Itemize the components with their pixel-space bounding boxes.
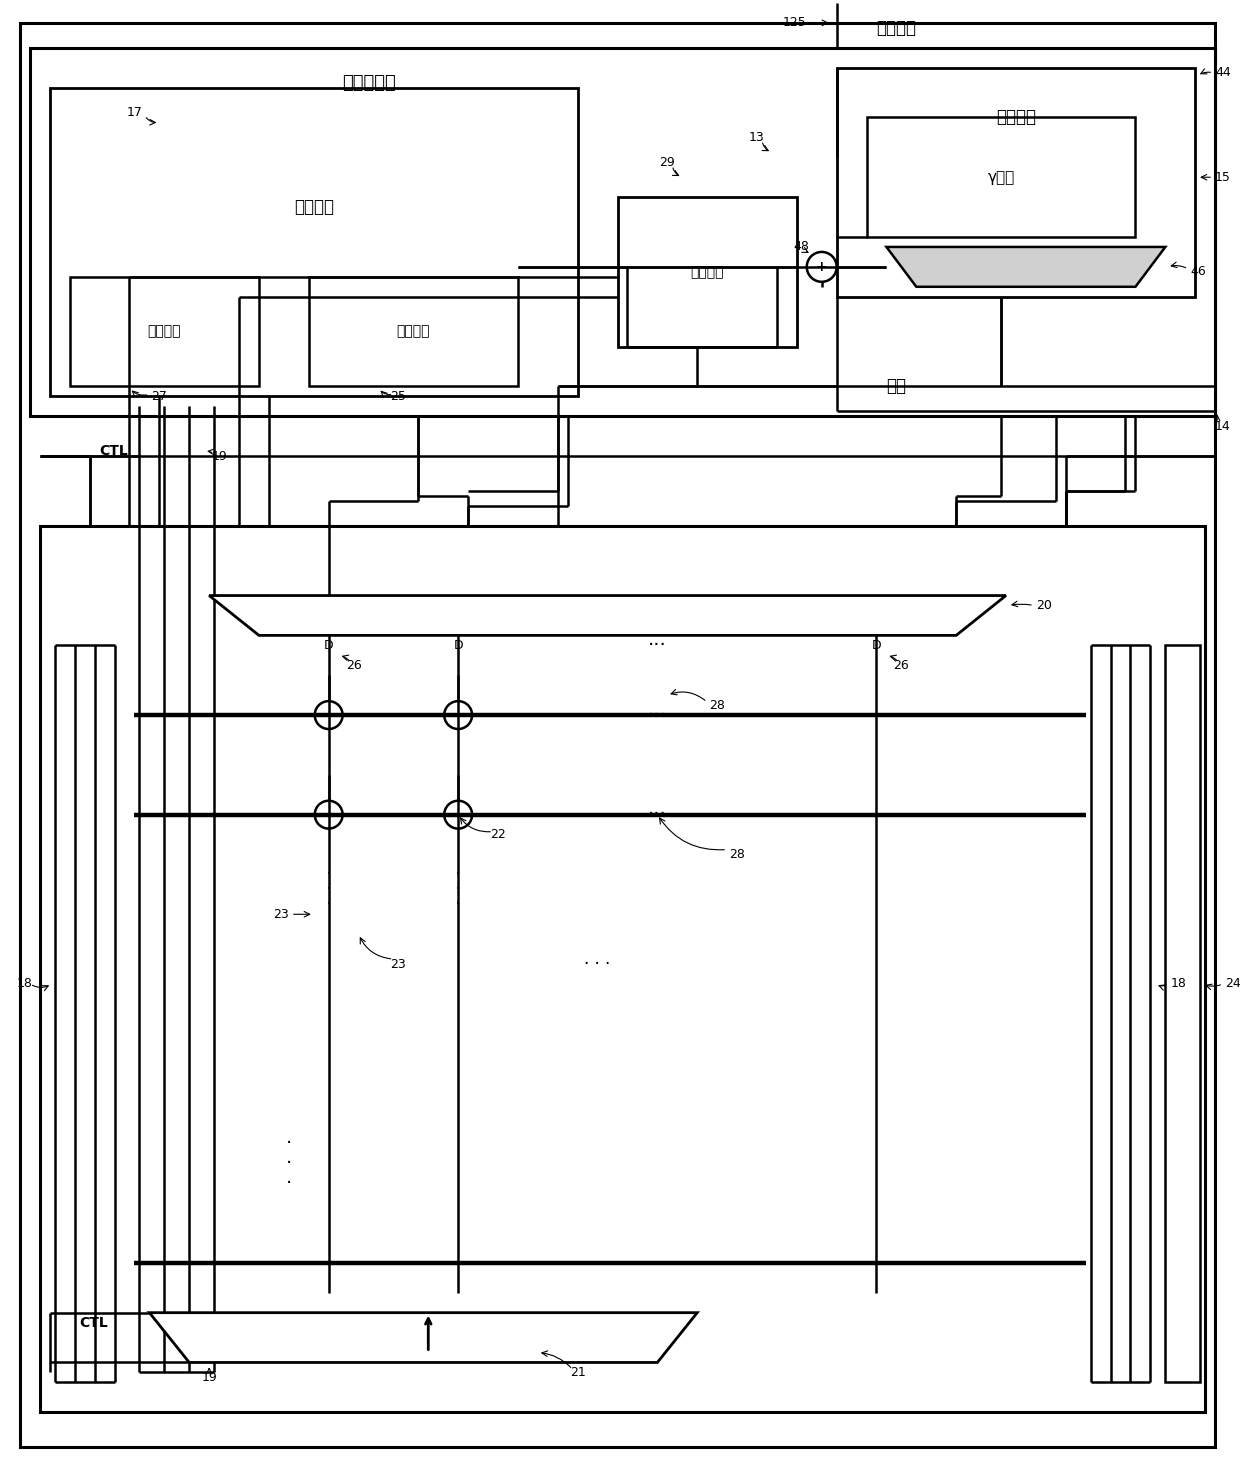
Text: CTL: CTL [79, 1316, 108, 1330]
Text: ·: · [285, 1173, 291, 1193]
Text: 补偿电路: 补偿电路 [294, 198, 334, 217]
Text: 数据电路: 数据电路 [996, 108, 1035, 126]
Text: 28: 28 [709, 699, 725, 712]
Text: ·: · [285, 1134, 291, 1153]
Text: +: + [816, 259, 827, 274]
Text: ·: · [455, 895, 461, 914]
Text: 驱动器电路: 驱动器电路 [342, 73, 396, 92]
Text: 偏压电路: 偏压电路 [148, 325, 181, 338]
Text: ···: ··· [649, 706, 667, 725]
Text: 27: 27 [151, 390, 167, 403]
Text: D: D [324, 639, 334, 652]
Bar [1166, 646, 1200, 1383]
Text: 18: 18 [1171, 977, 1187, 990]
Bar [69, 277, 259, 387]
Text: ·: · [326, 880, 332, 900]
Bar [30, 48, 1215, 416]
Text: 25: 25 [391, 390, 407, 403]
Polygon shape [887, 248, 1166, 287]
Text: ·: · [455, 864, 461, 883]
Text: γ电路: γ电路 [987, 170, 1014, 185]
Text: 数据: 数据 [887, 378, 906, 396]
Text: 26: 26 [346, 659, 361, 672]
Text: 48: 48 [794, 240, 810, 253]
Text: 图像数据: 图像数据 [877, 19, 916, 37]
Text: D: D [872, 639, 882, 652]
Text: 20: 20 [1035, 599, 1052, 612]
Bar [40, 526, 1205, 1412]
Text: 18: 18 [17, 977, 32, 990]
Polygon shape [149, 1313, 697, 1362]
Text: 21: 21 [570, 1365, 585, 1379]
Text: ·: · [326, 864, 332, 883]
Text: 22: 22 [490, 828, 506, 841]
Text: 感测电路: 感测电路 [397, 325, 430, 338]
Text: 13: 13 [749, 130, 765, 144]
Text: 17: 17 [126, 105, 143, 119]
Text: 44: 44 [1215, 66, 1231, 79]
Text: 46: 46 [1190, 265, 1207, 278]
Bar [309, 277, 518, 387]
Text: 23: 23 [273, 908, 289, 921]
Polygon shape [210, 596, 1006, 636]
Text: 14: 14 [1215, 420, 1231, 432]
Text: 28: 28 [729, 848, 745, 861]
Text: 存储装置: 存储装置 [691, 265, 724, 278]
Bar [618, 198, 797, 347]
Text: ·: · [326, 895, 332, 914]
Text: · · ·: · · · [584, 955, 611, 973]
Text: D: D [454, 639, 463, 652]
Text: ·: · [285, 1154, 291, 1173]
Bar [50, 88, 578, 397]
Text: 24: 24 [1225, 977, 1240, 990]
Text: 23: 23 [391, 958, 407, 971]
Text: 26: 26 [894, 659, 909, 672]
Text: ···: ··· [649, 636, 667, 655]
Text: 19: 19 [211, 450, 227, 463]
Text: CTL: CTL [99, 444, 129, 459]
Text: ·: · [455, 880, 461, 900]
Text: 125: 125 [782, 16, 807, 29]
Text: 15: 15 [1215, 171, 1231, 183]
Bar [837, 67, 1195, 297]
Bar [867, 117, 1136, 237]
Text: 29: 29 [660, 155, 676, 168]
Text: 19: 19 [201, 1371, 217, 1384]
Text: ···: ··· [649, 806, 667, 825]
